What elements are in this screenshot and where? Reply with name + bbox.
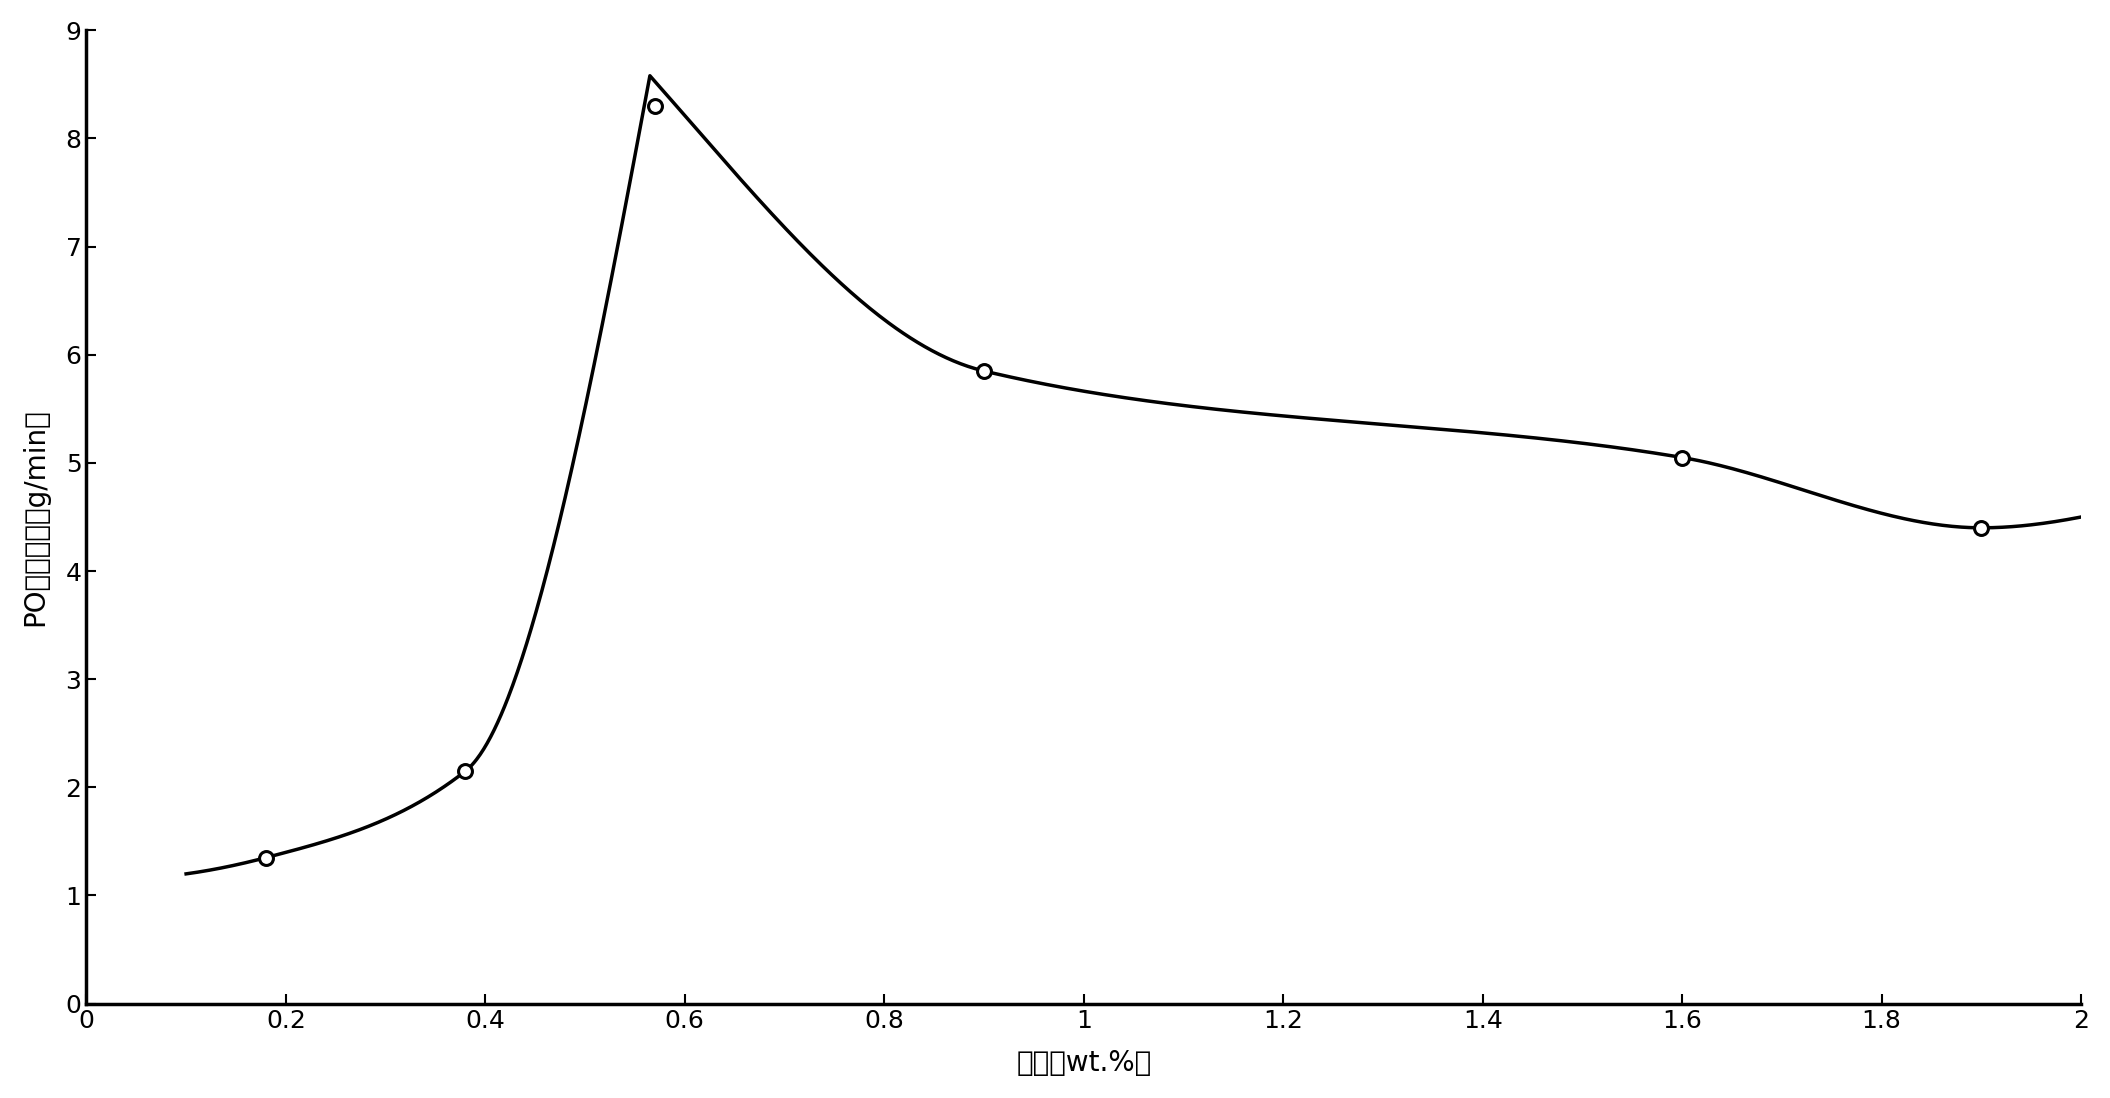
X-axis label: 确度（wt.%）: 确度（wt.%） [1017, 1050, 1152, 1077]
Y-axis label: PO反应速率（g/min）: PO反应速率（g/min） [21, 408, 49, 626]
